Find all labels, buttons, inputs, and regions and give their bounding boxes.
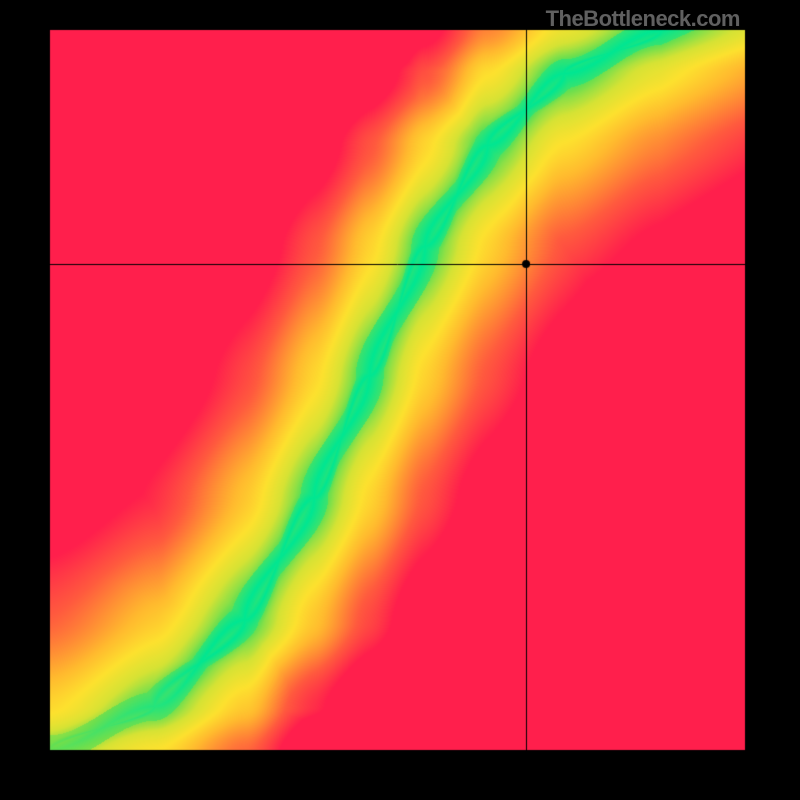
watermark-text: TheBottleneck.com <box>546 6 740 32</box>
bottleneck-heatmap-canvas <box>0 0 800 800</box>
chart-container: TheBottleneck.com <box>0 0 800 800</box>
